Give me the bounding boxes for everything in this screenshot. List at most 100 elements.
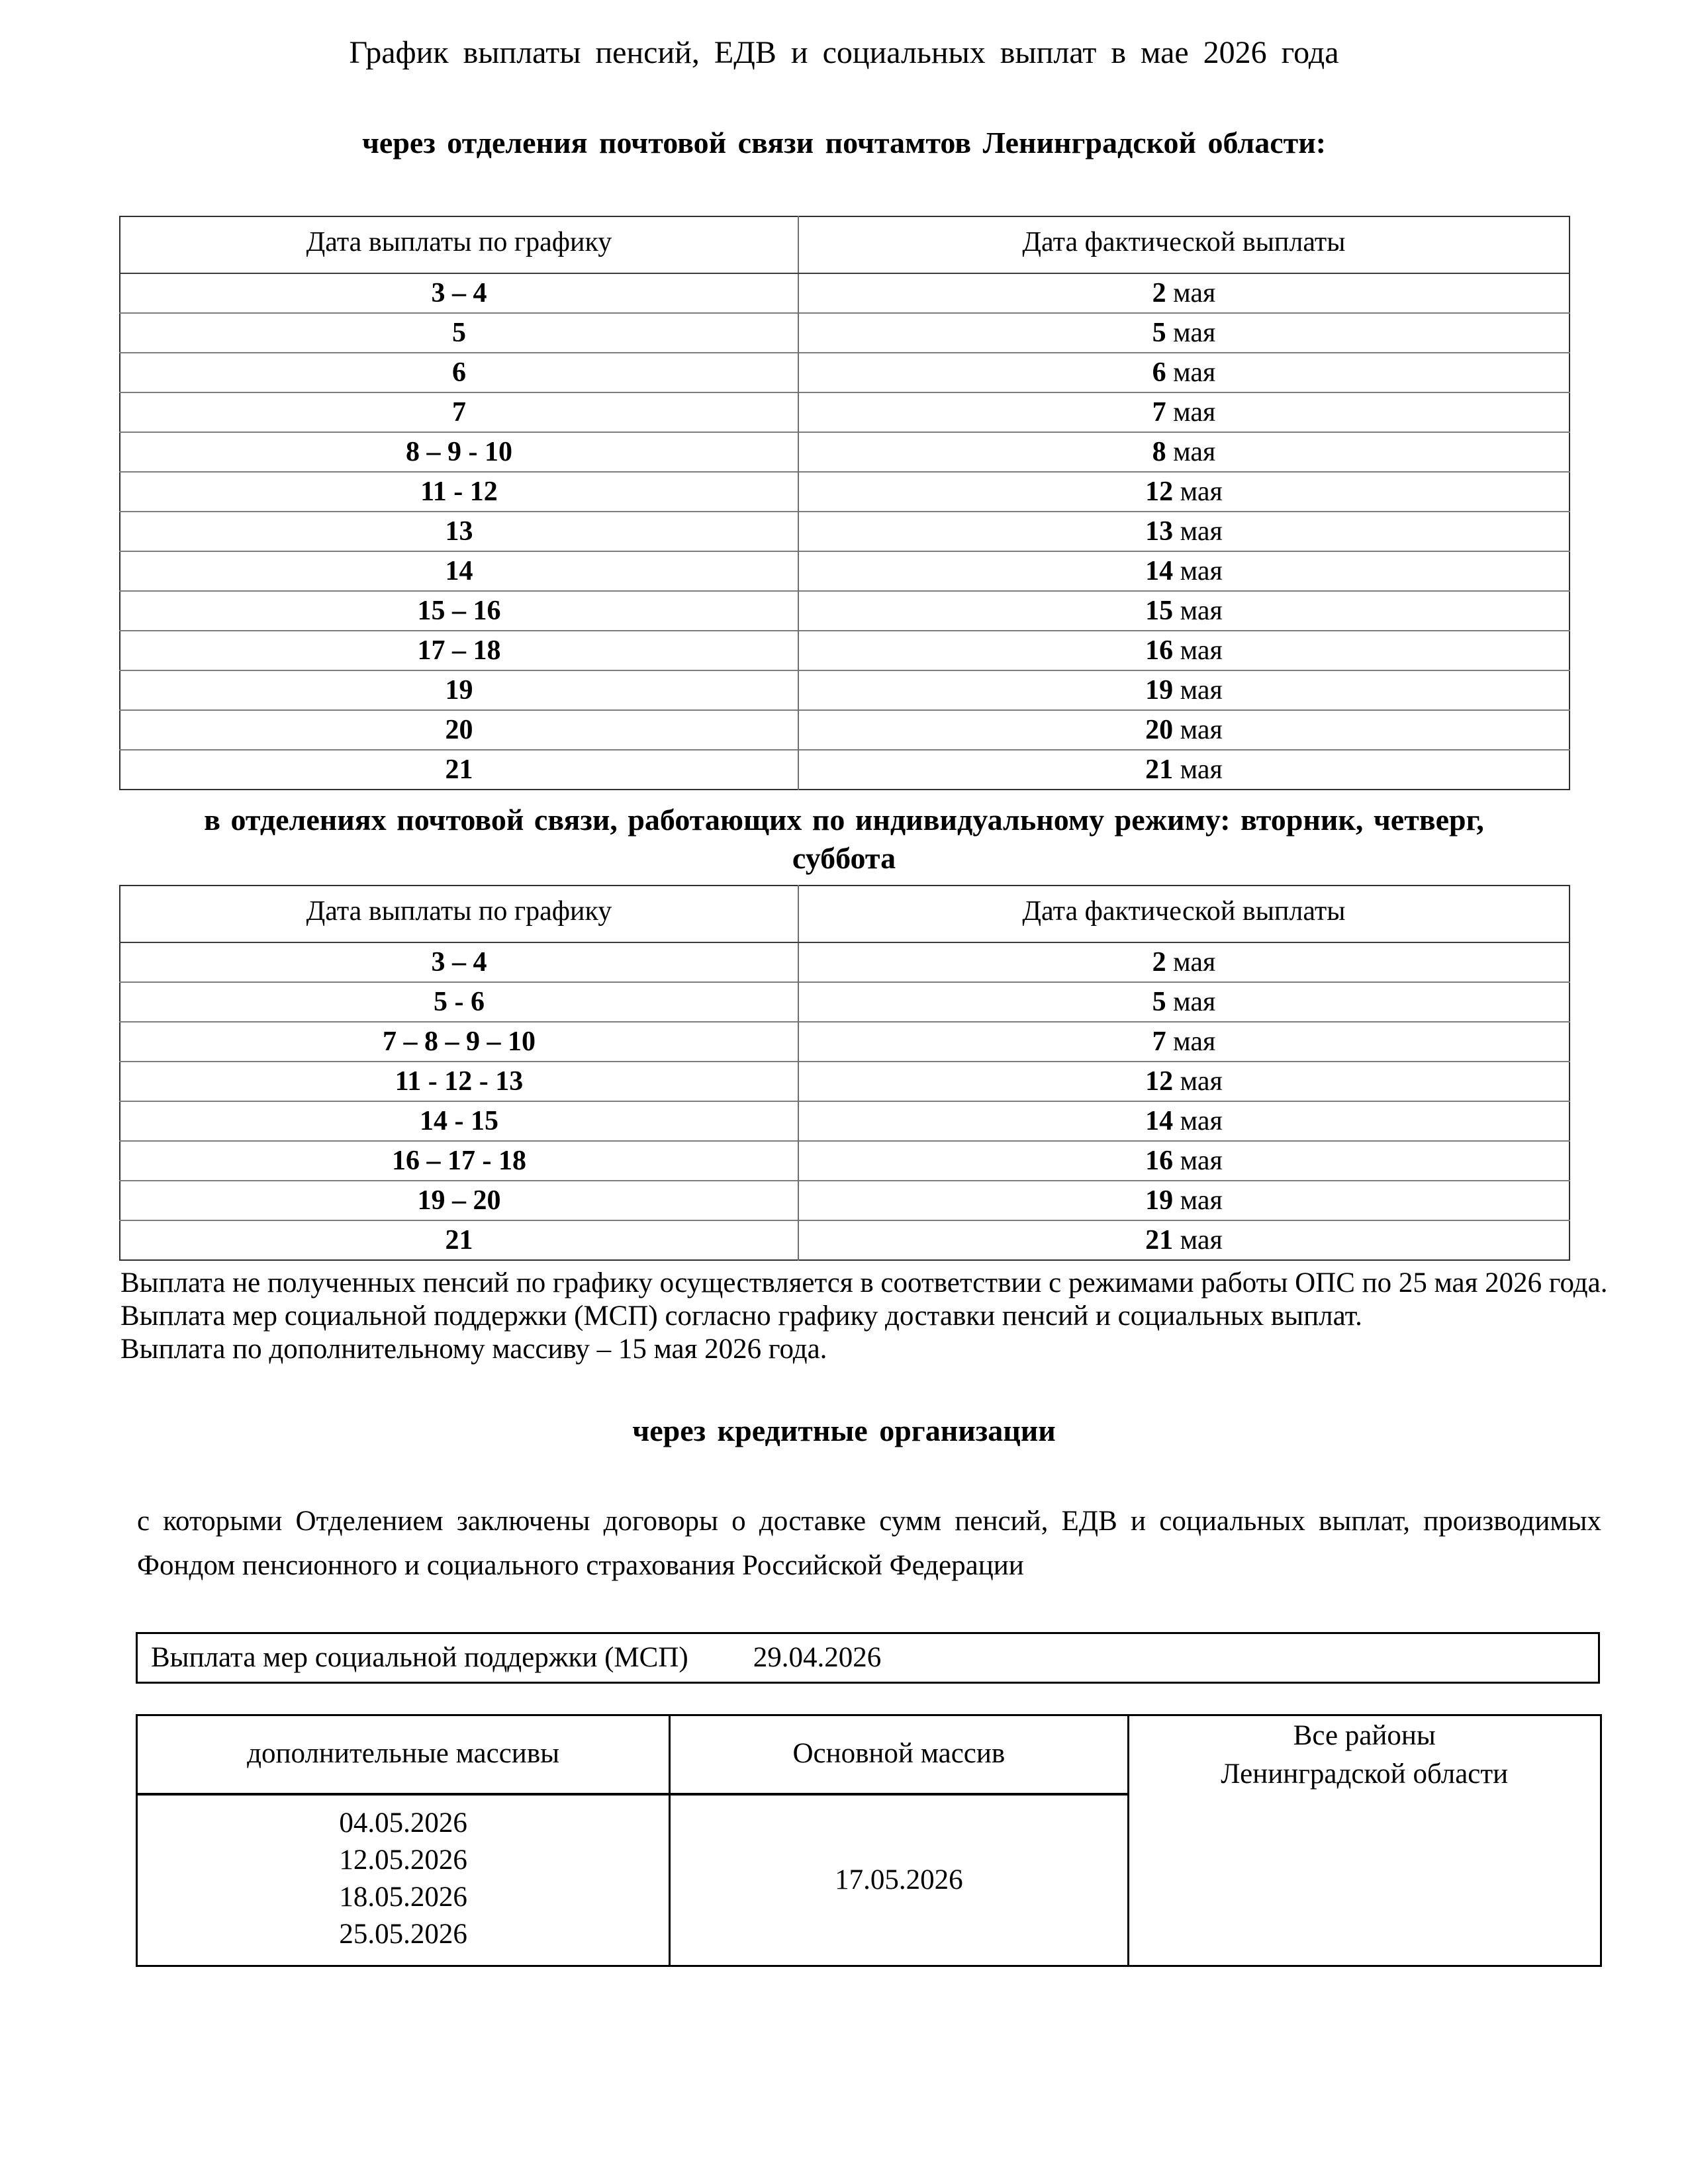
fact-day: 7 <box>1152 397 1166 428</box>
fact-day: 19 <box>1145 1185 1174 1216</box>
schedule-cell: 7 <box>120 392 799 432</box>
fact-day: 7 <box>1152 1026 1166 1057</box>
column-header-additional-arrays: дополнительные массивы <box>136 1715 671 1796</box>
schedule-cell: 17 – 18 <box>120 630 799 670</box>
table-header-row: Дата выплаты по графику Дата фактической… <box>120 216 1570 274</box>
regions-line2: Ленинградской области <box>1221 1758 1509 1790</box>
credit-section-paragraph: с которыми Отделением заключены договоры… <box>137 1506 1601 1582</box>
fact-month: мая <box>1180 1066 1223 1097</box>
fact-day: 16 <box>1145 1146 1174 1176</box>
table-row: 11 - 12 12 мая <box>120 471 1570 512</box>
fact-day: 5 <box>1152 987 1166 1017</box>
fact-cell: 15 мая <box>798 590 1570 631</box>
fact-month: мая <box>1173 1026 1216 1057</box>
schedule-cell: 19 – 20 <box>120 1180 799 1220</box>
fact-month: мая <box>1180 1106 1223 1136</box>
table-row: 17 – 18 16 мая <box>120 630 1570 670</box>
fact-month: мая <box>1180 1185 1223 1216</box>
fact-day: 14 <box>1145 1106 1174 1136</box>
table-row: 14 - 15 14 мая <box>120 1101 1570 1141</box>
table-row: 19 19 мая <box>120 670 1570 710</box>
schedule-cell: 3 – 4 <box>120 273 799 313</box>
table-row: 7 – 8 – 9 – 10 7 мая <box>120 1021 1570 1062</box>
fact-month: мая <box>1180 516 1223 547</box>
schedule-cell: 21 <box>120 1220 799 1260</box>
fact-cell: 7 мая <box>798 392 1570 432</box>
fact-day: 16 <box>1145 635 1174 666</box>
fact-month: мая <box>1173 437 1216 467</box>
table-row: 16 – 17 - 18 16 мая <box>120 1140 1570 1181</box>
fact-cell: 14 мая <box>798 1101 1570 1141</box>
individual-heading-line2: суббота <box>792 841 896 875</box>
msp-payment-date: 29.04.2026 <box>753 1641 882 1673</box>
individual-schedule-table: Дата выплаты по графику Дата фактической… <box>119 885 1570 1261</box>
schedule-cell: 21 <box>120 749 799 790</box>
table-row: 15 – 16 15 мая <box>120 590 1570 631</box>
table-row: 8 – 9 - 10 8 мая <box>120 432 1570 472</box>
table-row: 11 - 12 - 13 12 мая <box>120 1061 1570 1101</box>
fact-day: 2 <box>1152 278 1166 308</box>
fact-month: мая <box>1180 675 1223 705</box>
fact-day: 19 <box>1145 675 1174 705</box>
fact-cell: 19 мая <box>798 1180 1570 1220</box>
msp-payment-box: Выплата мер социальной поддержки (МСП) 29… <box>136 1631 1600 1684</box>
schedule-cell: 11 - 12 - 13 <box>120 1061 799 1101</box>
fact-cell: 21 мая <box>798 749 1570 790</box>
table-row: 21 21 мая <box>120 1220 1570 1260</box>
fact-cell: 14 мая <box>798 551 1570 591</box>
fact-cell: 12 мая <box>798 471 1570 512</box>
column-header-schedule-date: Дата выплаты по графику <box>120 886 799 943</box>
fact-month: мая <box>1180 477 1223 507</box>
schedule-cell: 11 - 12 <box>120 471 799 512</box>
schedule-cell: 5 <box>120 312 799 353</box>
schedule-cell: 19 <box>120 670 799 710</box>
notes-block: Выплата не полученных пенсий по графику … <box>120 1267 1638 1365</box>
additional-dates-cell: 04.05.2026 12.05.2026 18.05.2026 25.05.2… <box>136 1794 671 1966</box>
fact-day: 12 <box>1145 477 1174 507</box>
fact-month: мая <box>1180 1225 1223 1255</box>
fact-cell: 13 мая <box>798 511 1570 551</box>
credit-delivery-table: дополнительные массивы Основной массив В… <box>136 1713 1602 1967</box>
fact-cell: 6 мая <box>798 352 1570 392</box>
fact-day: 8 <box>1152 437 1166 467</box>
table-row: 21 21 мая <box>120 749 1570 790</box>
schedule-cell: 8 – 9 - 10 <box>120 432 799 472</box>
schedule-cell: 14 - 15 <box>120 1101 799 1141</box>
fact-month: мая <box>1173 947 1216 978</box>
additional-date: 12.05.2026 <box>339 1844 467 1876</box>
additional-date: 25.05.2026 <box>339 1918 467 1950</box>
fact-month: мая <box>1180 754 1223 785</box>
schedule-cell: 5 - 6 <box>120 981 799 1022</box>
fact-cell: 2 мая <box>798 273 1570 313</box>
fact-day: 13 <box>1145 516 1174 547</box>
fact-month: мая <box>1173 357 1216 388</box>
additional-date: 18.05.2026 <box>339 1881 467 1913</box>
note-additional-array: Выплата по дополнительному массиву – 15 … <box>120 1334 827 1365</box>
fact-cell: 7 мая <box>798 1021 1570 1062</box>
fact-month: мая <box>1173 318 1216 348</box>
fact-day: 21 <box>1145 1225 1174 1255</box>
table-row: 13 13 мая <box>120 511 1570 551</box>
fact-cell: 16 мая <box>798 630 1570 670</box>
schedule-cell: 7 – 8 – 9 – 10 <box>120 1021 799 1062</box>
fact-cell: 8 мая <box>798 432 1570 472</box>
schedule-cell: 3 – 4 <box>120 942 799 982</box>
msp-payment-label: Выплата мер социальной поддержки (МСП) <box>151 1641 688 1673</box>
fact-day: 5 <box>1152 318 1166 348</box>
fact-month: мая <box>1180 635 1223 666</box>
fact-cell: 19 мая <box>798 670 1570 710</box>
additional-date: 04.05.2026 <box>339 1807 467 1839</box>
table-header-row: Дата выплаты по графику Дата фактической… <box>120 886 1570 943</box>
table-header-row: дополнительные массивы Основной массив В… <box>136 1715 1601 1796</box>
fact-cell: 12 мая <box>798 1061 1570 1101</box>
note-msp-delivery: Выплата мер социальной поддержки (МСП) с… <box>120 1300 1362 1332</box>
postal-section-heading: через отделения почтовой связи почтамтов… <box>361 126 1327 159</box>
main-array-date-cell: 17.05.2026 <box>669 1794 1129 1966</box>
fact-day: 15 <box>1145 596 1174 626</box>
